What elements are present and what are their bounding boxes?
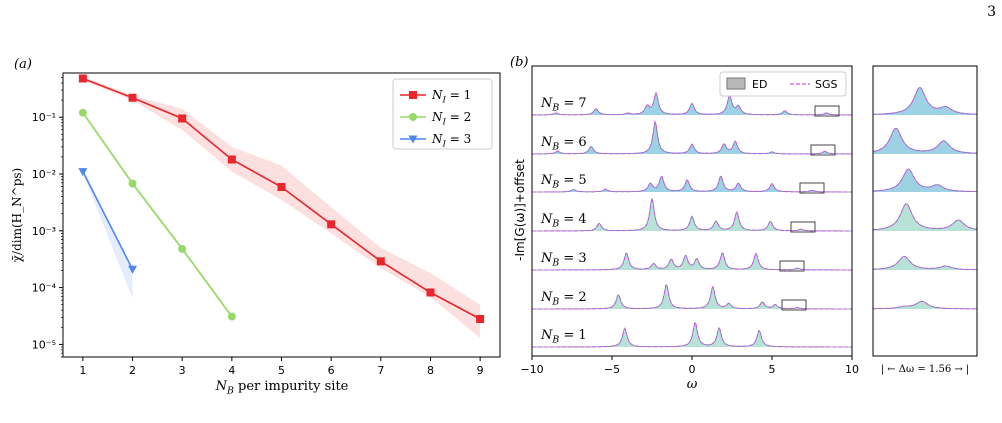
zoom-window-box: [781, 299, 807, 311]
point-series-1: [476, 315, 485, 324]
sgs-line: [532, 119, 852, 155]
point-series-2: [227, 312, 236, 321]
legend-ed-label: ED: [752, 78, 767, 91]
sgs-line: [532, 196, 852, 232]
x-tick-label: 9: [477, 364, 484, 377]
point-series-2: [78, 108, 87, 117]
ed-spectrum: [532, 322, 852, 347]
y-tick-label: 10⁻¹: [32, 111, 56, 124]
sgs-line: [532, 284, 852, 310]
y-axis-label: χ̄/dim(H_N^ps): [10, 168, 24, 262]
zoom-ed-line: [873, 87, 977, 115]
zoom-window-box: [790, 221, 816, 233]
point-series-1: [426, 288, 435, 297]
nb-label: NB = 6: [540, 135, 587, 153]
nb-label: NB = 3: [540, 251, 587, 269]
y-axis-label-b: -Im[G(ω)]+offset: [513, 159, 527, 261]
y-tick-label: 10⁻²: [32, 168, 56, 181]
line-series-2: [82, 112, 233, 317]
legend-marker: [409, 91, 417, 99]
legend-marker: [408, 135, 418, 144]
point-series-2: [178, 244, 187, 253]
y-tick-label: 10⁻³: [32, 225, 56, 238]
nb-label: NB = 2: [540, 290, 587, 308]
legend-label: NI = 3: [431, 132, 471, 149]
nb-label: NB = 7: [540, 96, 587, 114]
x-axis-label-b: ω: [687, 377, 698, 392]
x-tick-label: 10: [845, 363, 859, 376]
ed-spectrum: [532, 121, 852, 154]
band-series-3: [82, 169, 133, 299]
nb-label: NB = 1: [540, 328, 587, 346]
point-series-2: [128, 179, 137, 188]
panel-b-label: (b): [510, 55, 528, 70]
point-series-3: [78, 168, 88, 177]
ed-spectrum: [532, 253, 852, 270]
page-number: 3: [987, 4, 996, 20]
x-tick-label: −10: [520, 363, 543, 376]
line-series-3: [82, 171, 134, 270]
x-tick-label: 8: [427, 364, 434, 377]
sgs-line: [532, 175, 852, 193]
x-tick-label: 5: [278, 364, 285, 377]
point-series-1: [376, 257, 385, 266]
zoom-ed-line: [873, 300, 977, 310]
x-tick-label: 0: [689, 363, 696, 376]
legend-marker: [409, 113, 417, 121]
sgs-line: [532, 320, 852, 348]
x-tick-label: −5: [604, 363, 620, 376]
legend-b: ED SGS: [719, 71, 847, 97]
point-series-1: [227, 155, 236, 164]
x-tick-label: 4: [228, 364, 235, 377]
legend-box: [719, 71, 847, 97]
sgs-line: [532, 91, 852, 116]
point-series-1: [128, 93, 137, 102]
zoom-sgs-line: [873, 203, 977, 231]
legend-label: NI = 1: [431, 88, 471, 105]
zoom-window-box: [799, 182, 825, 194]
zoom-ed-spectrum: [873, 169, 977, 192]
legend-box: [392, 78, 493, 150]
x-tick-label: 5: [769, 363, 776, 376]
zoom-ed-spectrum: [873, 203, 977, 231]
zoom-sgs-line: [873, 255, 977, 271]
panel-a: (a) 1 2 3 4 5 6 7 8 9 10⁻¹ 10⁻² 10⁻³ 10⁻⁴ 10⁻⁵ NB per i…: [10, 57, 501, 397]
zoom-ed-line: [873, 168, 978, 192]
panel-a-label: (a): [14, 57, 32, 72]
point-series-1: [327, 220, 336, 229]
point-series-3: [128, 265, 138, 274]
ed-spectrum: [532, 176, 852, 192]
x-tick-label: 1: [79, 364, 86, 377]
sgs-line: [532, 252, 852, 271]
zoom-sgs-line: [873, 127, 977, 154]
x-tick-label: 7: [377, 364, 384, 377]
zoom-ed-spectrum: [873, 256, 977, 270]
legend-ed-swatch: [726, 77, 746, 90]
nb-label: NB = 5: [540, 173, 587, 191]
zoom-axis-label: | ← Δω = 1.56 → |: [881, 364, 970, 375]
zoom-window-box: [814, 105, 840, 117]
nb-label: NB = 4: [540, 212, 587, 230]
zoom-ed-spectrum: [873, 301, 977, 309]
x-tick-label: 2: [129, 364, 136, 377]
legend-a: NI = 1 NI = 2 NI = 3: [392, 78, 493, 150]
x-tick-label: 6: [328, 364, 335, 377]
y-tick-label: 10⁻⁵: [32, 338, 56, 351]
point-series-1: [277, 183, 286, 192]
x-axis-label: NB per impurity site: [215, 379, 349, 397]
zoom-ed-spectrum: [873, 87, 977, 115]
zoom-window-box: [779, 260, 805, 272]
zoom-window-box: [810, 144, 836, 156]
point-series-1: [178, 114, 187, 123]
y-tick-label: 10⁻⁴: [32, 282, 57, 295]
ed-spectrum: [532, 198, 852, 231]
x-tick-label: 3: [179, 364, 186, 377]
panel-b: (b) NB = 7 NB = 6 NB = 5 NB = 4 NB = 3 NB = 2 N…: [510, 55, 859, 392]
legend-label: NI = 2: [431, 110, 471, 127]
plot-frame-zoom: [872, 65, 978, 357]
legend-sgs-label: SGS: [815, 78, 838, 91]
panel-zoom: | ← Δω = 1.56 → |: [872, 65, 978, 375]
point-series-1: [78, 74, 87, 83]
